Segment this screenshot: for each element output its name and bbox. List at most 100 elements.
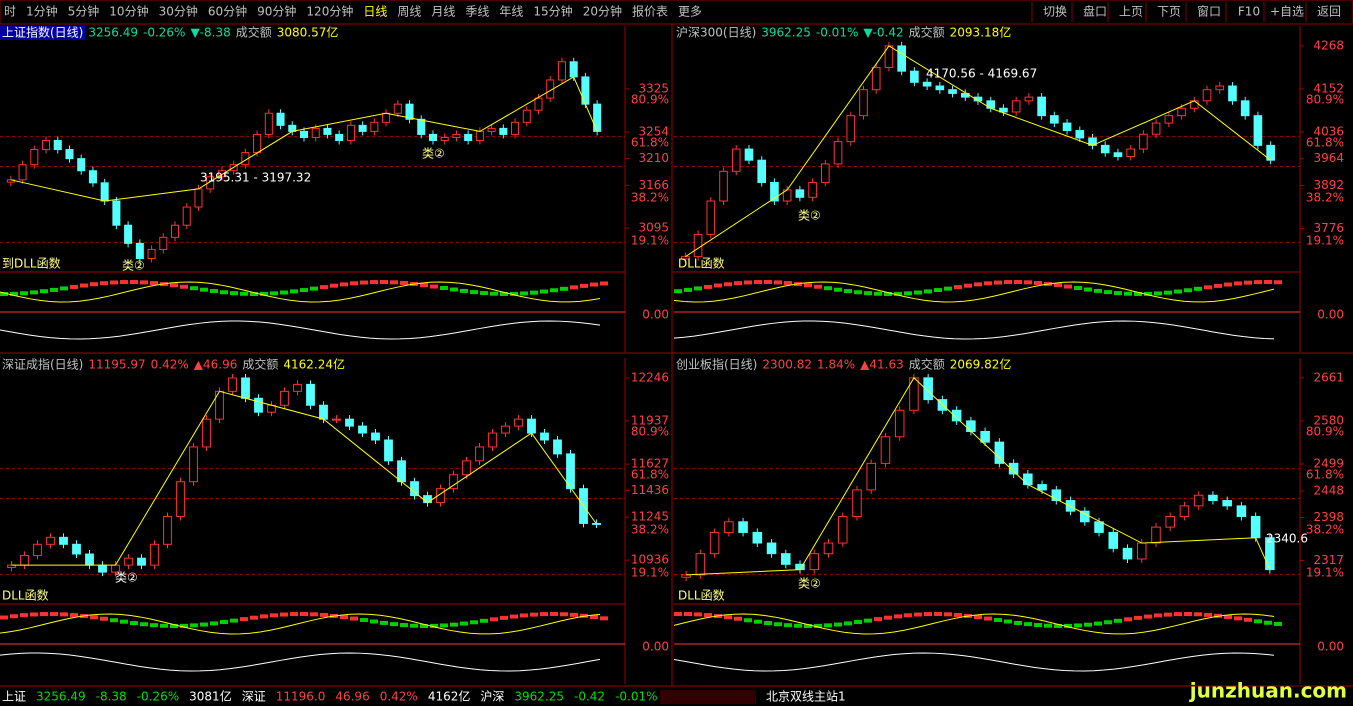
- candle: [1136, 542, 1147, 560]
- candle: [766, 542, 777, 555]
- status-item: -0.01%: [615, 690, 657, 704]
- indicator-band: [814, 284, 822, 289]
- y-tick-label: 3166: [638, 178, 669, 192]
- header-change: ▼-8.38: [190, 26, 230, 40]
- candle: [462, 460, 471, 476]
- zigzag-line: [10, 76, 598, 202]
- indicator-band: [1214, 283, 1222, 288]
- y-tick-label: 3095: [638, 221, 669, 235]
- watermark: junzhuan.com: [1189, 679, 1347, 703]
- indicator-band: [1234, 616, 1242, 621]
- indicator-band: [754, 619, 762, 624]
- chart-note: DLL函数: [678, 256, 725, 271]
- period-tab[interactable]: 90分钟: [257, 4, 296, 19]
- toolbar-button[interactable]: 下页: [1157, 5, 1181, 19]
- candle: [1208, 494, 1218, 502]
- header-turnover-label: 成交额: [236, 25, 272, 40]
- indicator-band: [784, 623, 792, 628]
- toolbar-button[interactable]: +自选: [1270, 5, 1304, 19]
- candle: [1177, 107, 1186, 117]
- indicator-band: [674, 612, 682, 617]
- indicator-band: [1274, 621, 1282, 626]
- candle: [994, 441, 1005, 464]
- candle: [176, 481, 185, 517]
- toolbar-button[interactable]: 窗口: [1197, 5, 1221, 19]
- indicator-band: [60, 612, 68, 617]
- candle: [809, 553, 820, 571]
- candle: [159, 236, 168, 250]
- y-tick-label: 11627: [631, 457, 669, 471]
- candle: [264, 112, 273, 135]
- indicator-band: [824, 286, 832, 291]
- indicator-band: [1194, 286, 1202, 291]
- period-tab[interactable]: 时: [4, 5, 16, 19]
- candle: [966, 420, 976, 432]
- indicator-band: [420, 283, 428, 288]
- period-tab[interactable]: 报价表: [632, 4, 668, 19]
- header-price: 11195.97: [88, 358, 145, 372]
- indicator-band: [894, 614, 902, 619]
- indicator-band: [260, 291, 268, 296]
- indicator-line: [673, 320, 1275, 340]
- indicator-band: [170, 623, 178, 628]
- indicator-band: [360, 280, 368, 285]
- toolbar-button[interactable]: 盘口: [1083, 4, 1107, 19]
- status-item: 上证: [2, 690, 26, 704]
- period-tab[interactable]: 1分钟: [26, 4, 58, 19]
- indicator-band: [1044, 623, 1052, 628]
- period-tab[interactable]: 20分钟: [583, 4, 622, 19]
- period-tab[interactable]: 10分钟: [109, 4, 148, 19]
- indicator-band: [844, 621, 852, 626]
- toolbar-button[interactable]: 返回: [1317, 5, 1341, 19]
- indicator-band: [290, 612, 298, 617]
- candle: [894, 409, 905, 438]
- indicator-band: [480, 291, 488, 296]
- period-tab[interactable]: 年线: [499, 5, 523, 19]
- indicator-band: [1004, 280, 1012, 285]
- indicator-band: [380, 620, 388, 625]
- indicator-band: [694, 286, 702, 291]
- indicator-zero: 0.00: [1317, 308, 1344, 322]
- indicator-band: [804, 623, 812, 628]
- toolbar-button[interactable]: 上页: [1119, 5, 1143, 19]
- header-turnover-label: 成交额: [909, 25, 945, 40]
- candle: [1062, 122, 1072, 132]
- indicator-band: [824, 623, 832, 628]
- candle: [1151, 122, 1161, 135]
- toolbar-button[interactable]: F10: [1238, 5, 1260, 19]
- period-tab[interactable]: 月线: [431, 5, 455, 19]
- indicator-band: [20, 613, 28, 618]
- period-tab[interactable]: 季线: [465, 5, 489, 19]
- indicator-band: [590, 282, 598, 287]
- toolbar-button[interactable]: 切换: [1043, 5, 1067, 19]
- candle: [808, 181, 817, 198]
- candle: [534, 97, 543, 111]
- period-tab[interactable]: 60分钟: [208, 4, 247, 19]
- period-tab[interactable]: 15分钟: [533, 4, 572, 19]
- fib-label: 19.1%: [631, 566, 669, 580]
- indicator-band: [470, 290, 478, 295]
- candle: [823, 542, 834, 555]
- indicator-line: [673, 281, 1275, 303]
- candle: [1240, 100, 1250, 117]
- indicator-band: [0, 615, 8, 620]
- period-tab[interactable]: 120分钟: [306, 4, 353, 19]
- chart-note: 类②: [422, 147, 445, 161]
- candle: [781, 553, 791, 565]
- indicator-band: [410, 623, 418, 628]
- candle: [859, 89, 868, 117]
- candle: [206, 176, 215, 190]
- period-tab[interactable]: 日线: [363, 5, 387, 19]
- period-tab[interactable]: 5分钟: [68, 4, 100, 19]
- indicator-line: [0, 652, 601, 672]
- indicator-band: [894, 291, 902, 296]
- indicator-band: [1254, 280, 1262, 285]
- period-tab[interactable]: 30分钟: [159, 4, 198, 19]
- indicator-band: [864, 291, 872, 296]
- indicator-band: [864, 618, 872, 623]
- period-tab[interactable]: 更多: [678, 5, 702, 19]
- period-tab[interactable]: 周线: [397, 5, 421, 19]
- indicator-band: [1014, 620, 1022, 625]
- indicator-band: [884, 291, 892, 296]
- candle: [276, 112, 285, 126]
